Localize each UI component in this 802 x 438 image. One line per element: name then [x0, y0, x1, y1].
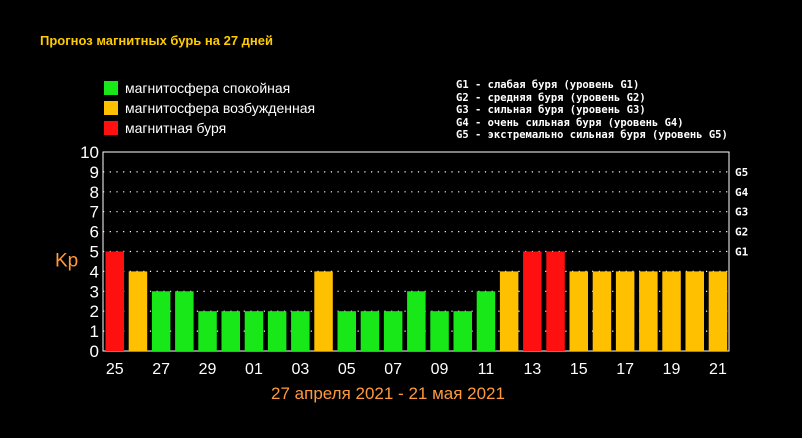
y-tick-label: 2: [90, 302, 99, 321]
y-tick-label: 5: [90, 243, 99, 262]
kp-bar: [244, 311, 264, 351]
y-tick-label: 3: [90, 282, 99, 301]
x-tick-label: 11: [478, 361, 495, 378]
storm-level-g1: G1 - слабая буря (уровень G1): [456, 79, 640, 91]
x-tick-label: 25: [106, 361, 124, 378]
activity-legend: магнитосфера спокойная магнитосфера возб…: [104, 78, 315, 138]
kp-bar: [407, 291, 426, 351]
kp-bar: [383, 311, 403, 351]
kp-bar: [476, 291, 496, 351]
y-tick-label: 0: [90, 342, 99, 361]
x-tick-label: 09: [431, 361, 449, 378]
kp-bar: [221, 311, 240, 351]
kp-bar: [499, 271, 519, 351]
x-tick-label: 27: [152, 361, 170, 378]
y-axis-label: Kp: [55, 250, 78, 271]
kp-bar: [198, 311, 217, 351]
kp-bar: [546, 251, 565, 351]
x-tick-label: 03: [291, 361, 309, 378]
legend-label-storm: магнитная буря: [125, 120, 227, 136]
x-tick-label: 13: [523, 361, 541, 378]
kp-bar: [360, 311, 380, 351]
x-tick-label: 19: [663, 361, 681, 378]
legend-label-active: магнитосфера возбужденная: [125, 100, 316, 116]
kp-bar: [639, 271, 658, 351]
legend-item-active: магнитосфера возбужденная: [104, 98, 315, 118]
legend-swatch-storm: [104, 121, 118, 135]
y-tick-label: 1: [90, 322, 99, 341]
g-level-label: G3: [735, 206, 748, 219]
y-tick-label: 4: [90, 262, 99, 281]
storm-level-g2: G2 - средняя буря (уровень G2): [456, 91, 646, 104]
x-tick-label: 07: [384, 361, 402, 378]
storm-level-g5: G5 - экстремально сильная буря (уровень …: [456, 129, 728, 141]
kp-bar: [291, 311, 310, 351]
kp-bar: [151, 291, 171, 351]
legend-swatch-quiet: [104, 81, 118, 95]
kp-bar: [430, 311, 449, 351]
y-tick-label: 6: [90, 223, 99, 242]
chart-title: Прогноз магнитных бурь на 27 дней: [40, 33, 273, 48]
kp-bar: [592, 271, 612, 351]
kp-bar: [128, 271, 148, 351]
kp-bar: [662, 271, 681, 351]
storm-level-g4: G4 - очень сильная буря (уровень G4): [456, 116, 684, 129]
kp-bar: [453, 311, 472, 351]
y-tick-label: 10: [80, 143, 99, 162]
y-tick-label: 7: [90, 203, 99, 222]
x-tick-label: 21: [709, 361, 727, 378]
x-tick-label: 05: [338, 361, 356, 378]
g-level-label: G5: [735, 166, 748, 179]
g-level-label: G2: [735, 226, 748, 239]
g-level-label: G1: [735, 246, 749, 259]
x-tick-label: 15: [570, 361, 588, 378]
kp-bar: [569, 271, 588, 351]
y-tick-label: 9: [90, 163, 99, 182]
x-tick-label: 01: [245, 361, 263, 378]
storm-level-g3: G3 - сильная буря (уровень G3): [456, 104, 646, 116]
kp-bar: [337, 311, 356, 351]
x-tick-label: 17: [616, 361, 634, 378]
legend-swatch-active: [104, 101, 118, 115]
kp-bar: [523, 251, 542, 351]
y-tick-label: 8: [90, 183, 99, 202]
storm-level-legend: G1 - слабая буря (уровень G1) G2 - средн…: [456, 79, 728, 142]
kp-bar: [685, 271, 704, 351]
legend-label-quiet: магнитосфера спокойная: [125, 80, 291, 96]
kp-bar: [267, 311, 287, 351]
kp-bar: [708, 271, 728, 351]
kp-bar: [615, 271, 635, 351]
kp-bar: [175, 291, 194, 351]
g-level-label: G4: [735, 186, 749, 199]
kp-bar: [105, 251, 124, 351]
x-tick-label: 29: [199, 361, 217, 378]
legend-item-storm: магнитная буря: [104, 118, 315, 138]
kp-bar: [314, 271, 333, 351]
legend-item-quiet: магнитосфера спокойная: [104, 78, 315, 98]
x-axis-label: 27 апреля 2021 - 21 мая 2021: [271, 384, 505, 403]
